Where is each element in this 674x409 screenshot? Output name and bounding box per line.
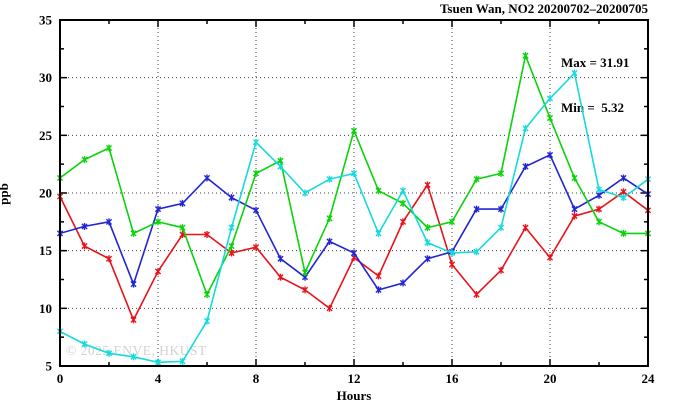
series-markers	[56, 181, 652, 324]
y-tick-label: 25	[39, 128, 53, 143]
gridlines	[60, 20, 648, 366]
x-axis-label: Hours	[336, 388, 372, 403]
y-tick-label: 10	[39, 301, 52, 316]
tick-labels: 5 10 15 20 25 30 35 0 4 8 12 16 20 24	[39, 13, 655, 387]
x-tick-label: 0	[57, 371, 64, 386]
y-tick-label: 20	[39, 186, 52, 201]
series-markers	[56, 151, 652, 294]
series-markers	[56, 52, 652, 298]
x-tick-label: 20	[544, 371, 557, 386]
y-tick-label: 15	[39, 243, 53, 258]
x-tick-label: 4	[155, 371, 162, 386]
series-markers	[56, 69, 652, 366]
series-day-3-green	[56, 52, 652, 298]
min-annotation: Min = 5.32	[561, 100, 625, 115]
x-tick-label: 12	[348, 371, 361, 386]
series-day-4-cyan	[56, 69, 652, 366]
x-tick-label: 16	[446, 371, 460, 386]
y-tick-label: 30	[39, 70, 52, 85]
chart-title: Tsuen Wan, NO2 20200702–20200705	[439, 1, 648, 16]
plot-border	[59, 19, 649, 367]
x-tick-label: 24	[642, 371, 656, 386]
x-tick-label: 8	[253, 371, 260, 386]
maxmin-annotation: Max = 31.91 Min = 5.32	[561, 25, 629, 145]
y-tick-label: 35	[39, 13, 53, 28]
series-day-2-blue	[56, 151, 652, 294]
watermark: © 2025 ENVE, HKUST	[66, 343, 207, 358]
y-tick-label: 5	[46, 359, 53, 374]
series-day-1-red	[56, 181, 652, 324]
max-annotation: Max = 31.91	[561, 55, 630, 70]
